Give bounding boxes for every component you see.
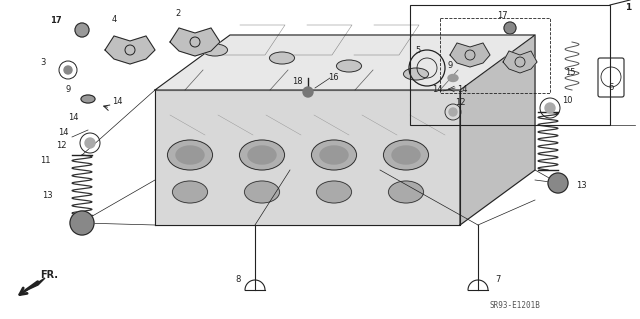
Polygon shape [503,51,537,73]
Circle shape [70,211,94,235]
Text: 3: 3 [40,58,45,67]
Polygon shape [170,28,220,56]
Ellipse shape [202,44,227,56]
Text: 14: 14 [58,128,68,137]
Ellipse shape [244,181,280,203]
Ellipse shape [392,146,420,164]
Circle shape [303,87,313,97]
Circle shape [548,173,568,193]
Text: 5: 5 [415,46,420,55]
Circle shape [75,23,89,37]
Text: FR.: FR. [40,270,58,280]
Ellipse shape [403,68,429,80]
Ellipse shape [269,52,294,64]
Text: 13: 13 [576,181,587,190]
Text: 14: 14 [457,85,467,94]
Text: 14: 14 [432,85,442,94]
Text: 13: 13 [42,191,52,200]
Circle shape [64,66,72,74]
Text: 1: 1 [625,3,631,12]
Bar [410,5,610,125]
Text: 12: 12 [56,141,67,150]
Circle shape [85,138,95,148]
Circle shape [504,22,516,34]
Text: 11: 11 [40,156,51,165]
Text: 9: 9 [448,61,453,70]
Ellipse shape [388,181,424,203]
Ellipse shape [173,181,207,203]
Ellipse shape [248,146,276,164]
Text: 4: 4 [112,15,117,24]
Polygon shape [460,35,535,225]
Text: SR93-E1201B: SR93-E1201B [490,301,541,310]
Text: 18: 18 [292,77,303,86]
Text: 8: 8 [235,275,241,284]
Ellipse shape [337,60,362,72]
Ellipse shape [317,181,351,203]
Ellipse shape [320,146,348,164]
Polygon shape [155,90,460,225]
Text: 2: 2 [175,9,180,18]
Text: 15: 15 [565,68,575,77]
Text: 10: 10 [562,96,573,105]
Polygon shape [155,35,535,90]
Polygon shape [25,278,45,291]
Text: 7: 7 [495,275,500,284]
Text: 14: 14 [68,113,79,122]
Circle shape [449,108,457,116]
Text: 17: 17 [497,11,508,20]
Ellipse shape [383,140,429,170]
Text: 12: 12 [455,98,465,107]
Ellipse shape [168,140,212,170]
Ellipse shape [176,146,204,164]
Polygon shape [450,43,490,67]
Ellipse shape [239,140,285,170]
Text: 14: 14 [112,97,122,106]
Ellipse shape [448,75,458,81]
Circle shape [545,103,555,113]
Ellipse shape [312,140,356,170]
Text: 17: 17 [50,16,61,25]
Text: 16: 16 [328,73,339,82]
Ellipse shape [81,95,95,103]
Text: 6: 6 [608,83,613,92]
Polygon shape [105,36,155,64]
Text: 9: 9 [65,85,70,94]
Bar [440,18,550,93]
